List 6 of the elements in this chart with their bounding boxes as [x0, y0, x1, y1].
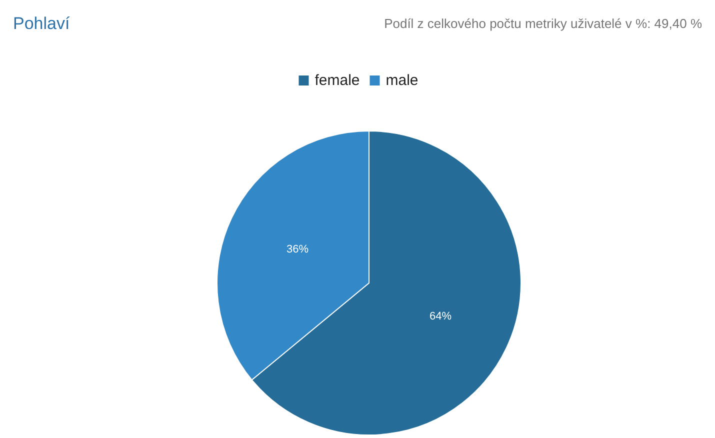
data-label: 36%: [286, 243, 309, 256]
data-label: 64%: [429, 310, 452, 323]
chart-subtitle: Podíl z celkového počtu metriky uživatelé v %: 49,40 %: [384, 16, 702, 31]
legend-label: male: [386, 72, 418, 89]
legend-label: female: [314, 72, 360, 89]
text: Pohlaví: [13, 14, 70, 33]
